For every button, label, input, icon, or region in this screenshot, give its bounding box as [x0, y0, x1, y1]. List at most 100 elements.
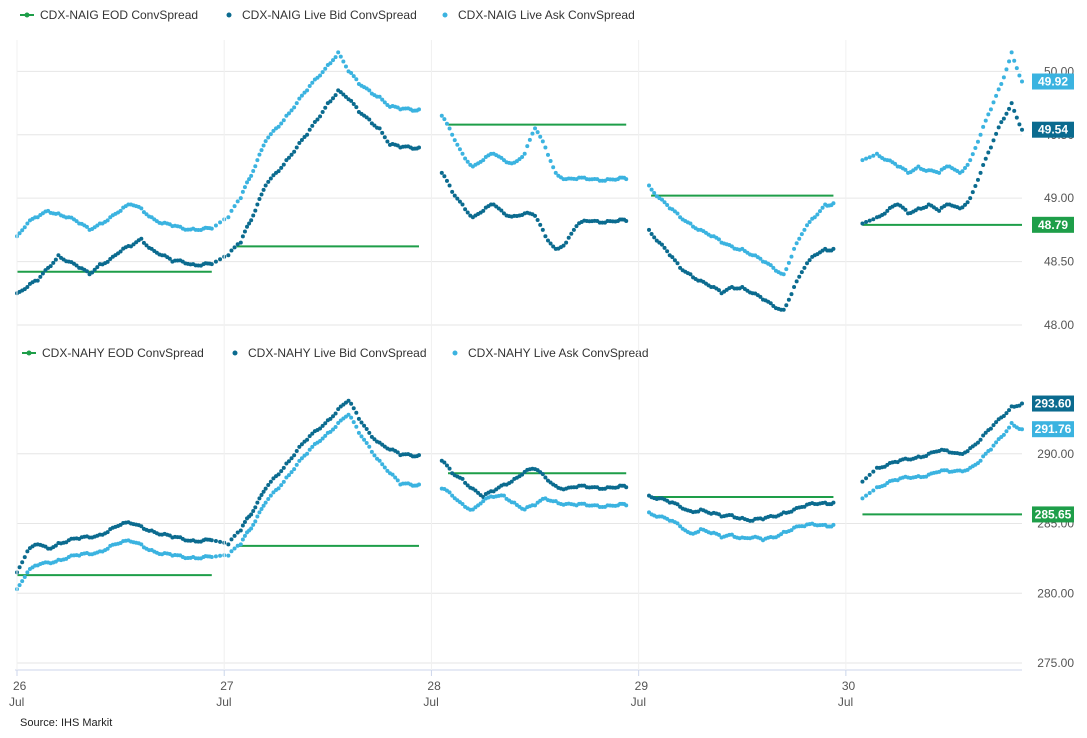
legend-item-eod[interactable]: CDX-NAIG EOD ConvSpread [20, 8, 198, 22]
data-point-bid [994, 420, 999, 425]
data-point-ask [1004, 67, 1009, 72]
data-point-ask [281, 118, 286, 123]
legend-item-ask[interactable]: CDX-NAIG Live Ask ConvSpread [442, 8, 635, 22]
last-value-badge-eod: 285.65 [1032, 506, 1074, 523]
legend-item-ask[interactable]: CDX-NAHY Live Ask ConvSpread [452, 346, 649, 360]
data-point-ask [328, 429, 333, 434]
data-point-ask [380, 97, 385, 102]
legend-label: CDX-NAHY Live Ask ConvSpread [468, 346, 649, 360]
data-point-bid [338, 90, 343, 95]
data-point-ask [1009, 421, 1014, 426]
data-point-bid [463, 480, 468, 485]
data-point-bid [279, 165, 284, 170]
data-point-bid [473, 488, 478, 493]
last-value-badge-bid: 49.54 [1032, 121, 1074, 138]
data-point-bid [312, 119, 317, 124]
data-point-ask [249, 526, 254, 531]
data-point-ask [382, 100, 387, 105]
data-point-bid [336, 407, 341, 412]
data-point-ask [242, 533, 247, 538]
data-point-bid [346, 398, 351, 403]
data-point-ask [802, 227, 807, 232]
data-point-ask [364, 441, 369, 446]
data-point-ask [784, 267, 789, 272]
data-point-ask [318, 73, 323, 78]
data-point-ask [983, 118, 988, 123]
data-point-ask [367, 88, 372, 93]
data-point-bid [1001, 413, 1006, 418]
data-point-ask [460, 501, 465, 506]
data-point-ask [696, 529, 701, 534]
data-point-bid [965, 449, 970, 454]
data-point-bid [289, 152, 294, 157]
data-point-bid [242, 229, 247, 234]
data-point-ask [251, 522, 256, 527]
data-point-bid [141, 240, 146, 245]
data-point-ask [20, 579, 25, 584]
data-point-bid [331, 96, 336, 101]
data-point-bid [960, 205, 965, 210]
data-point-ask [805, 223, 810, 228]
data-point-bid [105, 259, 110, 264]
data-point-bid [540, 227, 545, 232]
data-point-ask [229, 549, 234, 554]
data-point-bid [983, 430, 988, 435]
data-point-bid [965, 200, 970, 205]
data-point-bid [307, 434, 312, 439]
data-point-ask [450, 132, 455, 137]
data-point-ask [259, 507, 264, 512]
data-point-bid [257, 496, 262, 501]
legend-item-bid[interactable]: CDX-NAHY Live Bid ConvSpread [232, 346, 427, 360]
data-point-bid [22, 555, 27, 560]
badge-label: 49.92 [1038, 75, 1068, 89]
data-point-ask [540, 139, 545, 144]
data-point-ask [323, 66, 328, 71]
data-point-ask [266, 135, 271, 140]
data-point-ask [377, 94, 382, 99]
data-point-bid [520, 472, 525, 477]
data-point-bid [439, 170, 444, 175]
x-tick-label-month: Jul [216, 695, 231, 709]
data-point-bid [364, 427, 369, 432]
data-point-bid [25, 284, 30, 289]
y-tick-label: 275.00 [1037, 656, 1074, 670]
data-point-ask [253, 519, 258, 524]
data-point-ask [286, 111, 291, 116]
legend-item-bid[interactable]: CDX-NAIG Live Bid ConvSpread [226, 8, 417, 22]
data-point-bid [624, 485, 629, 490]
data-point-ask [310, 80, 315, 85]
data-point-bid [255, 202, 260, 207]
data-point-ask [266, 496, 271, 501]
data-point-ask [367, 444, 372, 449]
data-point-ask [346, 412, 351, 417]
data-point-bid [20, 560, 25, 565]
data-point-bid [359, 420, 364, 425]
data-point-ask [139, 206, 144, 211]
data-point-ask [452, 138, 457, 143]
data-point-ask [372, 453, 377, 458]
data-point-ask [678, 215, 683, 220]
data-point-bid [276, 169, 281, 174]
data-point-bid [864, 476, 869, 481]
data-point-ask [548, 159, 553, 164]
data-point-bid [564, 240, 569, 245]
legend-label: CDX-NAHY Live Bid ConvSpread [248, 346, 427, 360]
data-point-ask [226, 215, 231, 220]
data-point-ask [286, 473, 291, 478]
data-point-bid [266, 179, 271, 184]
legend-item-eod[interactable]: CDX-NAHY EOD ConvSpread [22, 346, 204, 360]
data-point-bid [1009, 101, 1014, 106]
data-point-ask [520, 155, 525, 160]
data-point-ask [235, 543, 240, 548]
data-point-ask [315, 75, 320, 80]
data-point-bid [864, 220, 869, 225]
data-point-bid [51, 260, 56, 265]
data-point-bid [167, 256, 172, 261]
data-point-bid [74, 263, 79, 268]
data-point-bid [245, 224, 250, 229]
y-tick-label: 280.00 [1037, 586, 1074, 600]
data-point-ask [22, 225, 27, 230]
legend-label: CDX-NAHY EOD ConvSpread [42, 346, 204, 360]
data-point-bid [566, 235, 571, 240]
data-point-ask [74, 219, 79, 224]
